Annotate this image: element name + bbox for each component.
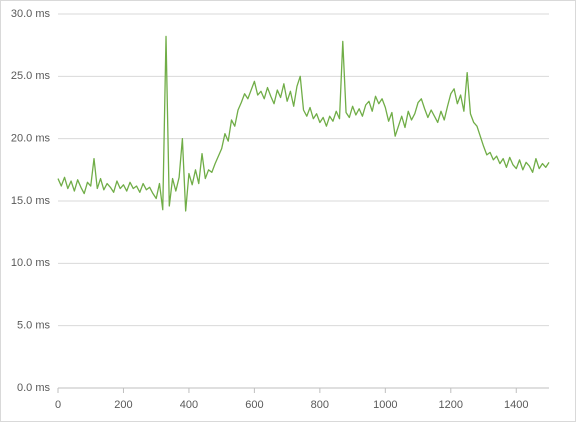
y-tick-label: 5.0 ms — [17, 320, 51, 332]
x-tick-label: 400 — [180, 399, 198, 411]
y-tick-label: 10.0 ms — [11, 257, 51, 269]
y-tick-label: 30.0 ms — [11, 8, 51, 20]
x-tick-label: 0 — [55, 399, 61, 411]
x-tick-label: 1400 — [504, 399, 528, 411]
x-tick-label: 1200 — [439, 399, 463, 411]
x-tick-label: 200 — [114, 399, 132, 411]
data-line — [57, 35, 550, 212]
y-tick-label: 15.0 ms — [11, 195, 51, 207]
x-tick-label: 1000 — [373, 399, 397, 411]
x-tick-label: 600 — [245, 399, 263, 411]
y-tick-label: 20.0 ms — [11, 133, 51, 145]
x-tick-label: 800 — [311, 399, 329, 411]
y-tick-label: 0.0 ms — [17, 382, 51, 394]
y-tick-label: 25.0 ms — [11, 70, 51, 82]
chart-frame — [0, 0, 576, 422]
